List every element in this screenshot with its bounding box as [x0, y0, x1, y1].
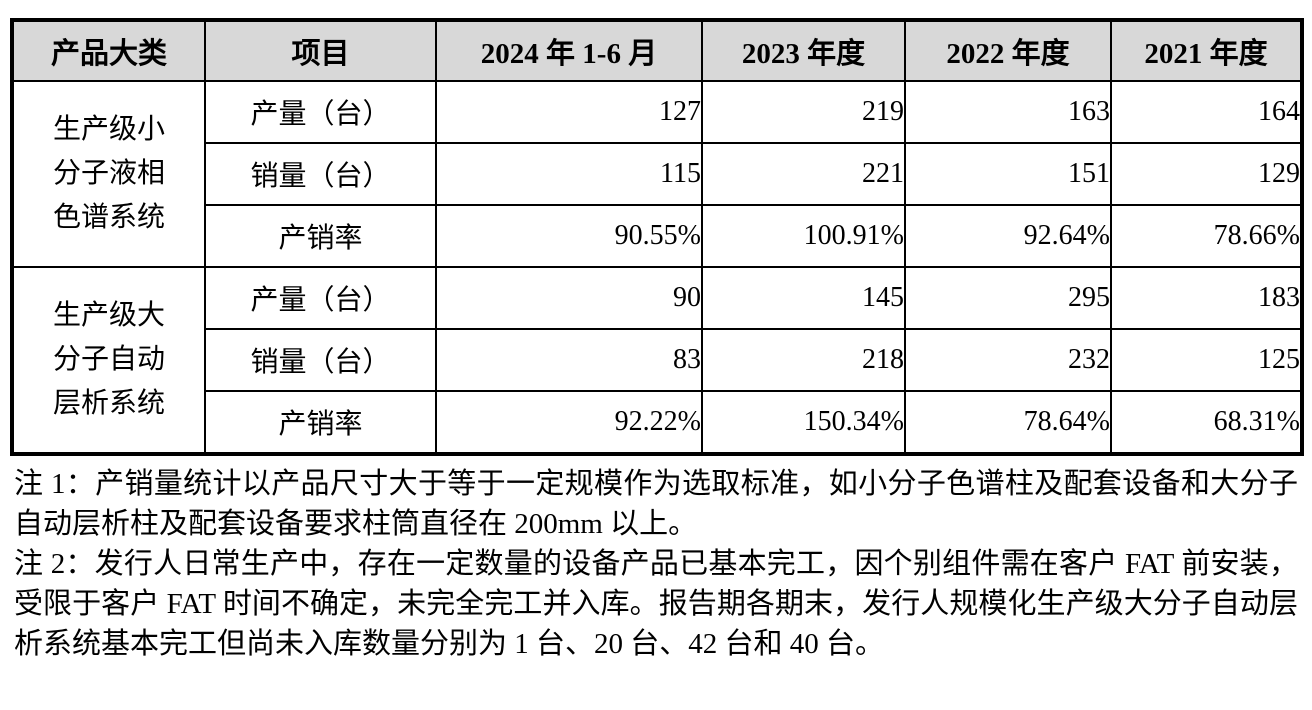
category-cell-large-molecule: 生产级大 分子自动 层析系统 — [11, 266, 206, 455]
value-cell: 145 — [701, 266, 906, 330]
category-line: 生产级小 — [52, 114, 165, 145]
value-cell: 115 — [435, 142, 703, 206]
document-page: 产品大类 项目 2024 年 1-6 月 2023 年度 2022 年度 202… — [0, 18, 1312, 710]
value-cell: 78.64% — [904, 390, 1112, 455]
value-cell: 295 — [904, 266, 1112, 330]
value-cell: 164 — [1110, 80, 1303, 144]
value-cell: 125 — [1110, 328, 1303, 392]
category-line: 分子液相 — [52, 158, 165, 189]
value-cell: 221 — [701, 142, 906, 206]
notes-section: 注 1：产销量统计以产品尺寸大于等于一定规模作为选取标准，如小分子色谱柱及配套设… — [14, 464, 1298, 664]
category-cell-small-molecule: 生产级小 分子液相 色谱系统 — [11, 80, 206, 268]
value-cell: 219 — [701, 80, 906, 144]
table-row: 生产级小 分子液相 色谱系统 产量（台） 127 219 163 164 — [11, 80, 1303, 268]
header-cell-2022: 2022 年度 — [904, 19, 1112, 82]
header-cell-2021: 2021 年度 — [1110, 19, 1303, 82]
value-cell: 151 — [904, 142, 1112, 206]
production-sales-table: 产品大类 项目 2024 年 1-6 月 2023 年度 2022 年度 202… — [10, 18, 1304, 456]
value-cell: 129 — [1110, 142, 1303, 206]
value-cell: 183 — [1110, 266, 1303, 330]
row-label: 产销率 — [204, 390, 437, 455]
row-label: 销量（台） — [204, 328, 437, 392]
table-row: 产销率 92.22% 150.34% 78.64% 68.31% — [12, 390, 1303, 455]
header-cell-2023: 2023 年度 — [701, 19, 906, 82]
value-cell: 90 — [435, 266, 703, 330]
table-row: 产销率 90.55% 100.91% 92.64% 78.66% — [12, 204, 1303, 268]
value-cell: 100.91% — [701, 204, 906, 268]
table-row: 生产级大 分子自动 层析系统 产量（台） 90 145 295 183 — [11, 266, 1303, 455]
value-cell: 68.31% — [1110, 390, 1303, 455]
value-cell: 163 — [904, 80, 1112, 144]
table-row: 销量（台） 115 221 151 129 — [12, 142, 1303, 206]
value-cell: 78.66% — [1110, 204, 1303, 268]
value-cell: 218 — [701, 328, 906, 392]
row-label: 销量（台） — [204, 142, 437, 206]
header-cell-category: 产品大类 — [11, 19, 206, 82]
header-cell-2024h1: 2024 年 1-6 月 — [435, 19, 703, 82]
category-line: 分子自动 — [52, 344, 165, 375]
row-label: 产量（台） — [204, 80, 437, 144]
value-cell: 92.22% — [435, 390, 703, 455]
row-label: 产销率 — [204, 204, 437, 268]
note-2: 注 2：发行人日常生产中，存在一定数量的设备产品已基本完工，因个别组件需在客户 … — [14, 548, 1298, 660]
table-header-row: 产品大类 项目 2024 年 1-6 月 2023 年度 2022 年度 202… — [11, 19, 1303, 82]
header-cell-item: 项目 — [204, 19, 437, 82]
note-1: 注 1：产销量统计以产品尺寸大于等于一定规模作为选取标准，如小分子色谱柱及配套设… — [14, 468, 1298, 540]
value-cell: 150.34% — [701, 390, 906, 455]
category-line: 层析系统 — [52, 388, 165, 419]
value-cell: 127 — [435, 80, 703, 144]
value-cell: 90.55% — [435, 204, 703, 268]
row-label: 产量（台） — [204, 266, 437, 330]
table-row: 销量（台） 83 218 232 125 — [12, 328, 1303, 392]
category-line: 生产级大 — [52, 300, 165, 331]
value-cell: 92.64% — [904, 204, 1112, 268]
value-cell: 83 — [435, 328, 703, 392]
value-cell: 232 — [904, 328, 1112, 392]
category-line: 色谱系统 — [52, 202, 165, 233]
